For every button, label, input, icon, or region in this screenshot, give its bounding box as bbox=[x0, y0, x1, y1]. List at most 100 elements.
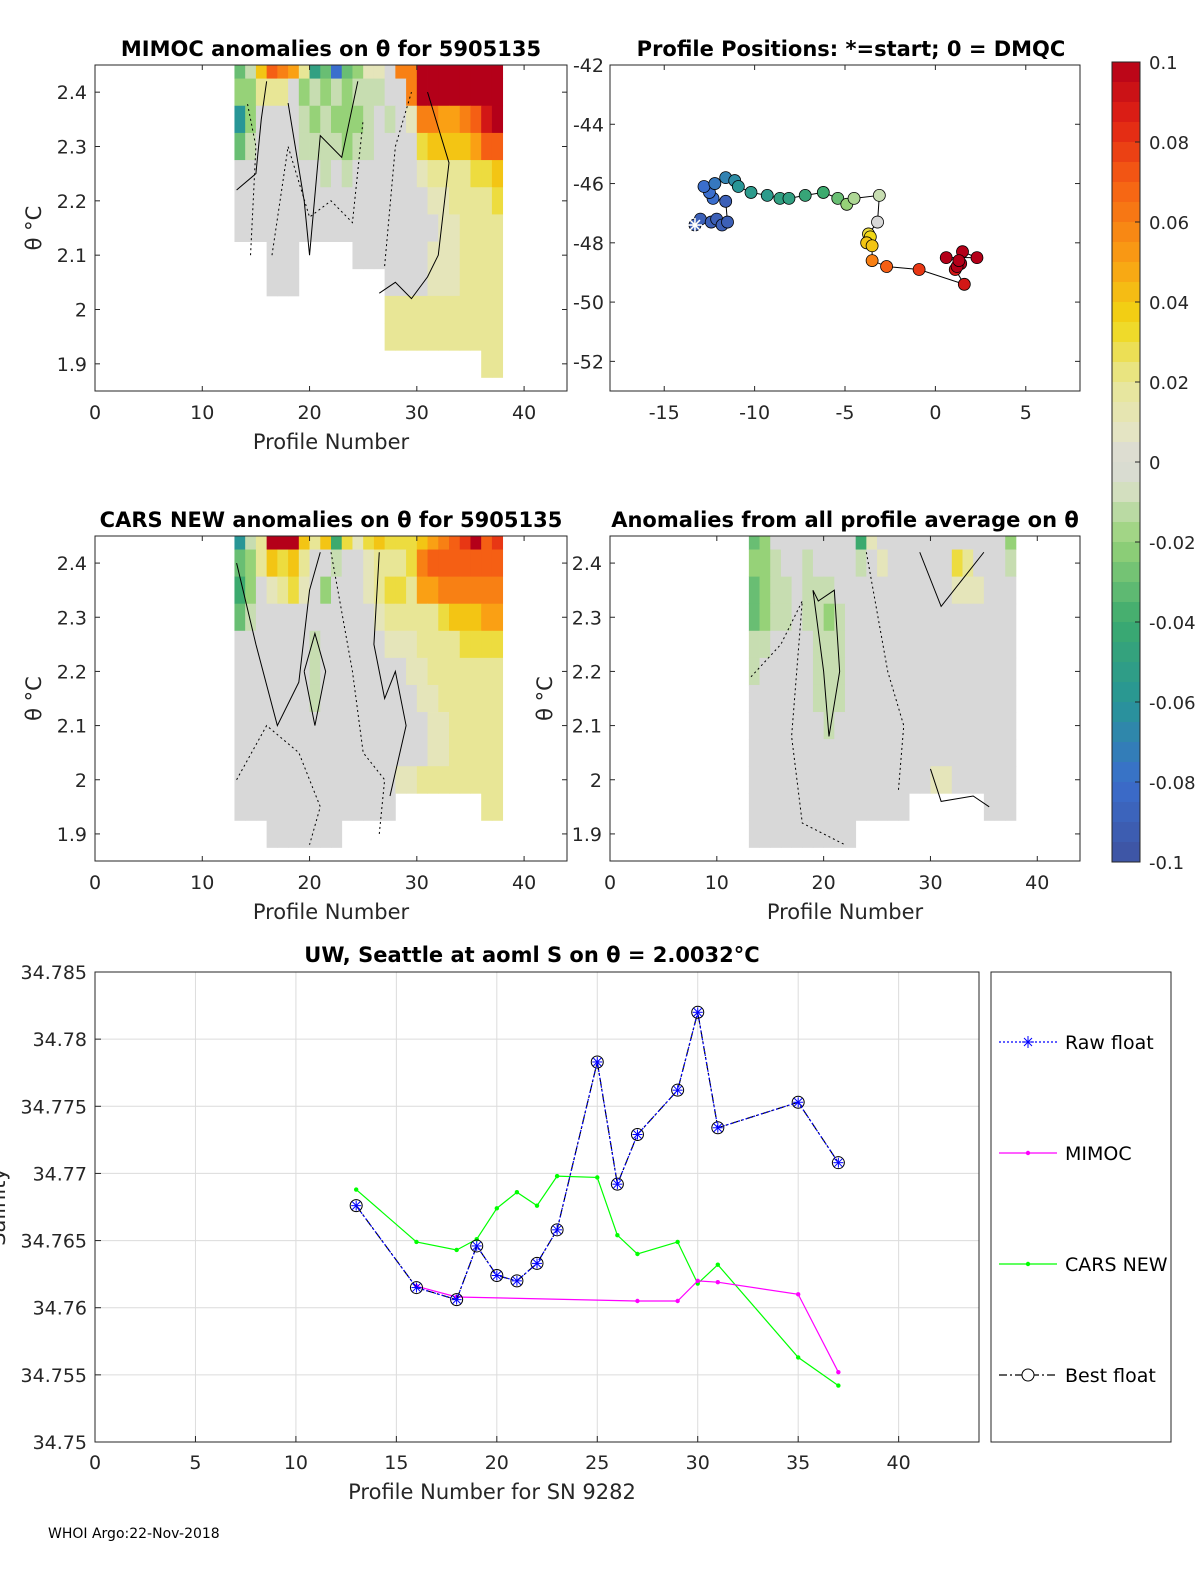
cars-cell bbox=[428, 658, 439, 685]
colorbar-tick-label: -0.06 bbox=[1149, 693, 1196, 714]
mimoc-cell bbox=[395, 296, 406, 324]
position-marker bbox=[709, 178, 721, 190]
allavg-cell bbox=[792, 793, 803, 820]
colorbar-swatch bbox=[1112, 802, 1140, 823]
allavg-cell bbox=[792, 739, 803, 766]
cars-cell bbox=[299, 766, 310, 793]
colorbar-tick-label: 0.04 bbox=[1149, 293, 1189, 314]
allavg-cell bbox=[963, 739, 974, 766]
allavg-cell bbox=[845, 820, 856, 847]
mimoc-cell bbox=[481, 296, 492, 324]
mimoc-cell bbox=[277, 65, 288, 79]
mimoc-cell bbox=[492, 214, 503, 242]
colorbar-swatch bbox=[1112, 622, 1140, 643]
mimoc-cell bbox=[460, 133, 471, 161]
allavg-cell bbox=[856, 550, 867, 577]
series-point bbox=[615, 1233, 619, 1237]
mimoc-cell bbox=[385, 214, 396, 242]
mimoc-cell bbox=[417, 160, 428, 188]
legend-label: Raw float bbox=[1065, 1032, 1154, 1054]
cars-cell bbox=[299, 685, 310, 712]
allavg-cell bbox=[802, 550, 813, 577]
colorbar-swatch bbox=[1112, 102, 1140, 123]
series-point bbox=[796, 1292, 800, 1296]
chart-title: UW, Seattle at aoml S on θ = 2.0032°C bbox=[304, 943, 759, 967]
cars-cell bbox=[406, 685, 417, 712]
cars-cell bbox=[395, 550, 406, 577]
allavg-cell bbox=[802, 766, 813, 793]
allavg-cell bbox=[898, 577, 909, 604]
cars-cell bbox=[438, 685, 449, 712]
cars-cell bbox=[277, 685, 288, 712]
allavg-cell bbox=[952, 604, 963, 631]
x-tick-label: 20 bbox=[297, 402, 321, 424]
x-axis-label: Profile Number for SN 9282 bbox=[348, 1480, 636, 1504]
mimoc-cell bbox=[352, 242, 363, 270]
cars-cell bbox=[428, 577, 439, 604]
allavg-cell bbox=[792, 658, 803, 685]
allavg-cell bbox=[920, 550, 931, 577]
mimoc-cell bbox=[417, 187, 428, 215]
allavg-cell bbox=[749, 577, 760, 604]
allavg-cell bbox=[952, 712, 963, 739]
colorbar-swatch bbox=[1112, 422, 1140, 443]
mimoc-panel: 0 10 20 30 401.922.12.22.32.4Profile Numberθ… bbox=[22, 37, 567, 454]
mimoc-cell bbox=[395, 133, 406, 161]
allavg-cell bbox=[898, 739, 909, 766]
mimoc-cell bbox=[438, 296, 449, 324]
cars-cell bbox=[363, 793, 374, 820]
mimoc-cell bbox=[363, 133, 374, 161]
series-point bbox=[716, 1280, 720, 1284]
mimoc-cell bbox=[288, 242, 299, 270]
mimoc-cell bbox=[277, 133, 288, 161]
positions-panel: -15 -10 -5 0 5-42-44-46-48-50-52Profile Posi… bbox=[573, 37, 1080, 424]
allavg-cell bbox=[941, 536, 952, 550]
chart-title: Anomalies from all profile average on θ bbox=[611, 508, 1079, 532]
allavg-cell bbox=[813, 820, 824, 847]
mimoc-cell bbox=[449, 214, 460, 242]
cars-cell bbox=[481, 658, 492, 685]
cars-cell bbox=[299, 550, 310, 577]
cars-cell bbox=[299, 739, 310, 766]
position-marker bbox=[866, 255, 878, 267]
allavg-cell bbox=[877, 685, 888, 712]
series-point bbox=[475, 1237, 479, 1241]
mimoc-cell bbox=[352, 65, 363, 79]
allavg-cell bbox=[941, 685, 952, 712]
cars-cell bbox=[277, 577, 288, 604]
allavg-cell bbox=[877, 712, 888, 739]
cars-cell bbox=[363, 577, 374, 604]
colorbar-swatch bbox=[1112, 542, 1140, 563]
allavg-cell bbox=[749, 536, 760, 550]
allavg-cell bbox=[909, 536, 920, 550]
cars-cell bbox=[234, 739, 245, 766]
mimoc-cell bbox=[288, 79, 299, 107]
mimoc-cell bbox=[470, 133, 481, 161]
position-marker bbox=[872, 216, 884, 228]
mimoc-cell bbox=[310, 65, 321, 79]
y-tick-label: 34.775 bbox=[21, 1096, 87, 1118]
cars-cell bbox=[277, 739, 288, 766]
allavg-cell bbox=[888, 739, 899, 766]
series-point bbox=[535, 1203, 539, 1207]
cars-cell bbox=[320, 604, 331, 631]
x-tick-label: 20 bbox=[812, 872, 836, 894]
allavg-cell bbox=[802, 739, 813, 766]
cars-cell bbox=[245, 793, 256, 820]
allavg-cell bbox=[824, 536, 835, 550]
cars-cell bbox=[288, 685, 299, 712]
cars-cell bbox=[310, 604, 321, 631]
cars-cell bbox=[234, 685, 245, 712]
mimoc-cell bbox=[234, 65, 245, 79]
allavg-cell bbox=[888, 712, 899, 739]
allavg-cell bbox=[770, 536, 781, 550]
mimoc-cell bbox=[267, 214, 278, 242]
allavg-cell bbox=[781, 631, 792, 658]
allavg-cell bbox=[802, 577, 813, 604]
cars-cell bbox=[352, 536, 363, 550]
cars-cell bbox=[481, 550, 492, 577]
raw-star-marker bbox=[612, 1179, 622, 1189]
allavg-cell bbox=[802, 631, 813, 658]
cars-cell bbox=[417, 685, 428, 712]
y-tick-label: 34.76 bbox=[33, 1298, 87, 1320]
